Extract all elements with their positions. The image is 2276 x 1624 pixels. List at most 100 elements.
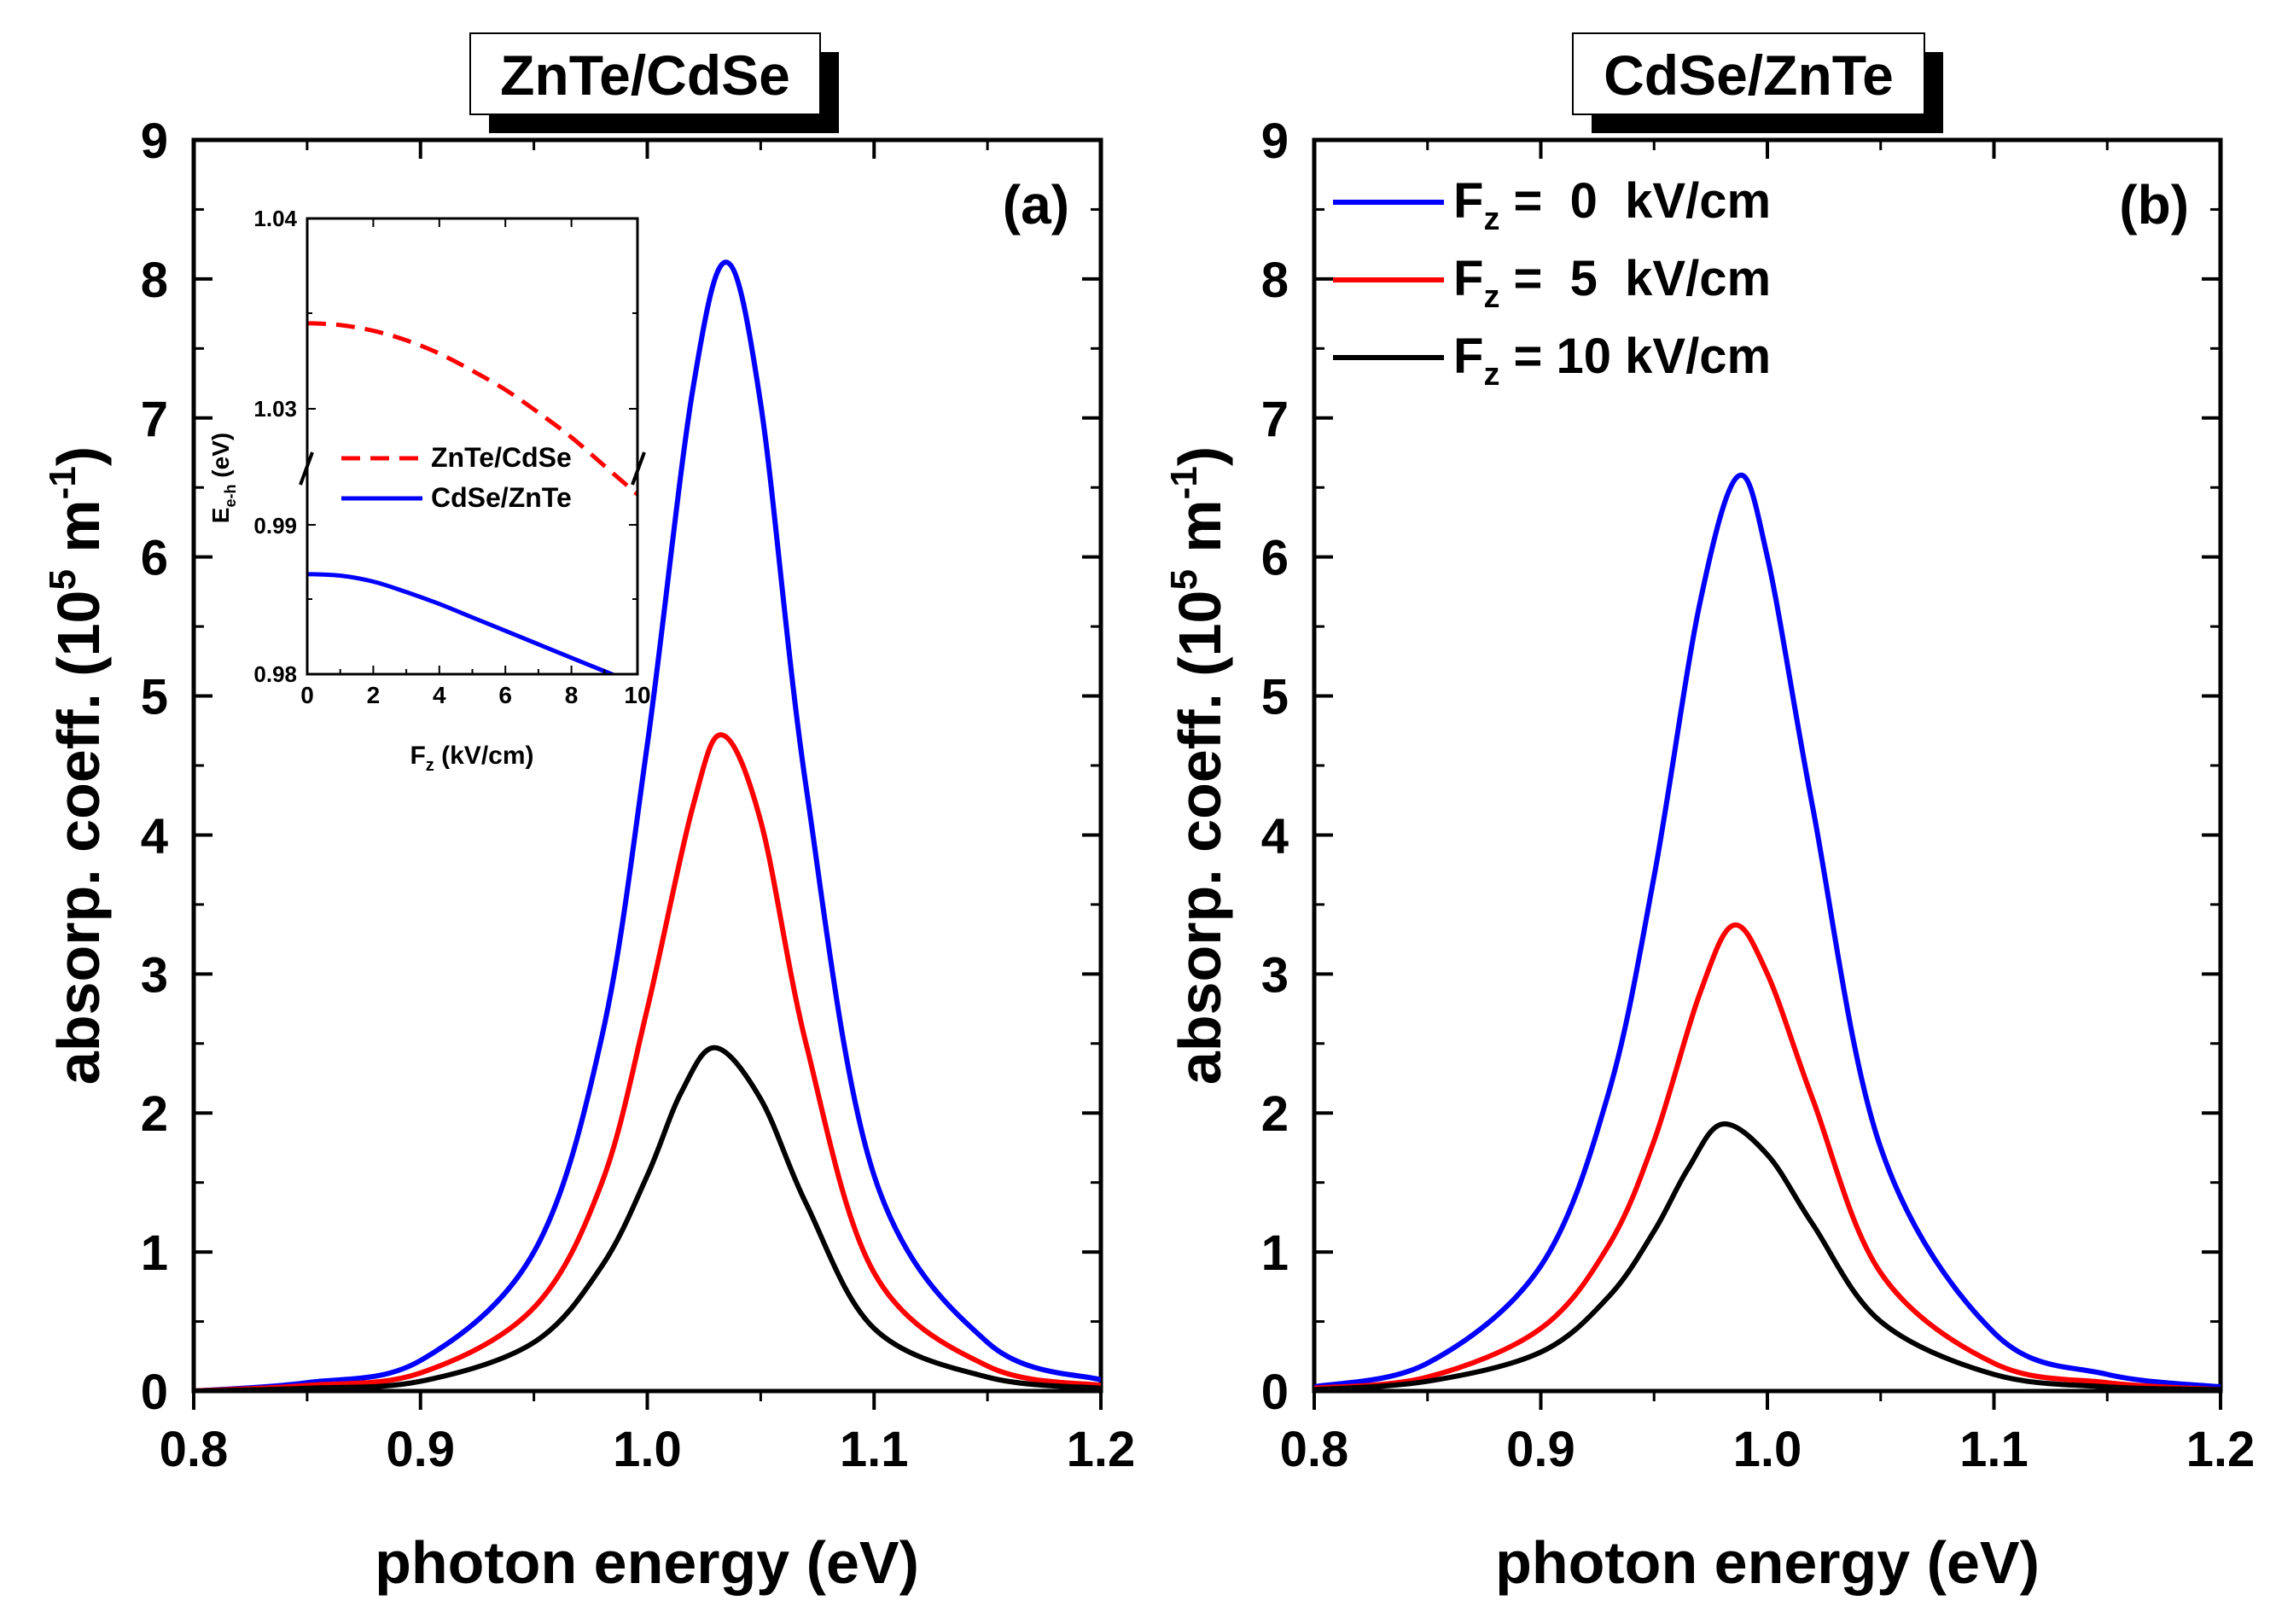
y-tick-label: 8	[1261, 253, 1289, 308]
inset-legend-label-znte-cdse: ZnTe/CdSe	[431, 442, 572, 473]
panel-b: CdSe/ZnTe 0 1 2 3 4 5 6 7 8 9 0.8 0.9 1.0 1.1 1.2 (b)…	[1163, 32, 2256, 1596]
y-tick-label: 4	[141, 808, 168, 864]
x-axis-label-a: photon energy (eV)	[375, 1529, 919, 1596]
y-tick-label: 2	[1261, 1086, 1289, 1142]
y-label-mid-a: m	[45, 499, 112, 569]
series-line-a-0	[194, 259, 1101, 1391]
legend-text-10kv: = 10 kV/cm	[1499, 329, 1771, 384]
inset-ytick-lower-top: 0.99	[253, 513, 297, 538]
y-label-main-b: absorp. coeff. (10	[1167, 591, 1233, 1086]
y-tick-label: 0	[141, 1365, 168, 1420]
inset-axis-break-right	[631, 451, 646, 486]
y-tick-label: 3	[1261, 947, 1289, 1003]
inset-x-tick-label: 10	[624, 682, 650, 708]
inset-x-axis-label: Fz (kV/cm)	[410, 742, 533, 775]
series-group-a	[194, 259, 1101, 1391]
inset-ytick-lower-bottom: 0.98	[253, 661, 297, 687]
y-label-exp1-a: 5	[42, 569, 84, 590]
ticks-a	[192, 138, 1103, 1410]
inset-series-group	[307, 321, 637, 674]
panel-a: ZnTe/CdSe 0 1 2 3 4 5 6 7 8 9 0.8 0.9 1.0 1.1 1.2 (a)…	[42, 32, 1136, 1596]
y-tick-label: 9	[141, 114, 168, 169]
inset-x-label-end: (kV/cm)	[434, 742, 534, 770]
inset-series-line-0	[307, 321, 637, 497]
x-tick-label: 0.9	[386, 1422, 455, 1477]
plot-frame-b	[1312, 137, 2223, 1394]
y-label-exp2-a: -1	[42, 466, 84, 499]
y-tick-label: 4	[1261, 808, 1289, 864]
x-tick-label: 1.2	[2186, 1422, 2256, 1477]
legend-label-5kv: Fz = 5 kV/cm	[1453, 251, 1771, 315]
y-tick-label: 7	[1261, 392, 1289, 447]
y-tick-label: 9	[1261, 114, 1289, 169]
inset-y-label-main: E	[207, 508, 234, 524]
y-tick-labels-a: 0 1 2 3 4 5 6 7 8 9	[141, 114, 168, 1420]
chart-title-b: CdSe/ZnTe	[1604, 44, 1894, 107]
legend-label-0kv: Fz = 0 kV/cm	[1453, 173, 1771, 237]
legend-sym-10kv: F	[1453, 329, 1483, 384]
y-tick-label: 1	[141, 1225, 168, 1281]
inset-x-tick-label: 2	[367, 682, 381, 708]
x-tick-label: 0.9	[1506, 1422, 1575, 1477]
y-tick-label: 8	[141, 253, 168, 308]
y-tick-label: 6	[141, 531, 168, 586]
legend-sym-0kv: F	[1453, 173, 1483, 229]
series-line-a-1	[194, 732, 1101, 1391]
inset-y-axis-label: Ee-h (eV)	[207, 433, 239, 523]
inset-ytick-upper-bottom: 1.03	[253, 396, 297, 422]
panel-label-b: (b)	[2119, 174, 2189, 236]
inset-ytick-upper-top: 1.04	[253, 206, 297, 231]
y-label-end-a: )	[45, 446, 112, 466]
legend-sub-10kv: z	[1483, 357, 1499, 393]
legend-sym-5kv: F	[1453, 251, 1483, 306]
y-label-exp1-b: 5	[1163, 569, 1205, 590]
inset-ticks	[306, 218, 638, 675]
y-tick-label: 0	[1261, 1365, 1289, 1420]
x-tick-label: 1.0	[613, 1422, 682, 1477]
inset-x-tick-label: 4	[433, 682, 446, 708]
x-tick-label: 1.1	[840, 1422, 909, 1477]
x-tick-label: 0.8	[160, 1422, 229, 1477]
panel-label-a: (a)	[1003, 174, 1069, 236]
x-tick-label: 0.8	[1280, 1422, 1349, 1477]
inset-x-tick-label: 8	[565, 682, 579, 708]
y-tick-label: 1	[1261, 1225, 1289, 1281]
inset-a: 1.04 1.03 0.99 0.98 0 2 4 6 8 10 Fz (kV/cm) E…	[207, 206, 651, 775]
legend-b: Fz = 0 kV/cm Fz = 5 kV/cm Fz = 10 kV/cm	[1333, 173, 1771, 393]
x-tick-labels-b: 0.8 0.9 1.0 1.1 1.2	[1280, 1422, 2256, 1477]
inset-y-label-sub: e-h	[222, 485, 239, 508]
series-line-b-1	[1314, 923, 2221, 1391]
series-line-b-0	[1314, 472, 2221, 1390]
legend-sub-5kv: z	[1483, 279, 1499, 315]
inset-x-label-sub: z	[426, 756, 434, 775]
y-tick-label: 5	[1261, 670, 1289, 725]
y-axis-label-a: absorp. coeff. (105 m-1)	[42, 446, 112, 1085]
legend-label-10kv: Fz = 10 kV/cm	[1453, 329, 1771, 393]
inset-y-label-end: (eV)	[207, 433, 234, 485]
inset-axis-break-left	[299, 451, 314, 486]
series-line-a-2	[194, 1045, 1101, 1391]
y-tick-label: 3	[141, 947, 168, 1003]
y-label-main-a: absorp. coeff. (10	[45, 591, 112, 1086]
x-tick-label: 1.1	[1959, 1422, 2029, 1477]
chart-title-a: ZnTe/CdSe	[500, 44, 790, 107]
legend-sub-0kv: z	[1483, 201, 1499, 237]
y-tick-label: 7	[141, 392, 168, 447]
y-tick-labels-b: 0 1 2 3 4 5 6 7 8 9	[1261, 114, 1289, 1420]
y-tick-label: 5	[141, 670, 168, 725]
y-tick-label: 2	[141, 1086, 168, 1142]
inset-series-line-1	[307, 572, 618, 674]
inset-x-tick-label: 6	[498, 682, 512, 708]
x-tick-label: 1.2	[1067, 1422, 1136, 1477]
legend-text-5kv: = 5 kV/cm	[1499, 251, 1771, 306]
x-axis-label-b: photon energy (eV)	[1495, 1529, 2040, 1596]
inset-legend-label-cdse-znte: CdSe/ZnTe	[431, 482, 572, 513]
y-label-mid-b: m	[1167, 499, 1233, 569]
ticks-b	[1313, 138, 2222, 1410]
inset-x-tick-label: 0	[300, 682, 314, 708]
y-label-end-b: )	[1167, 446, 1233, 466]
inset-x-tick-labels: 0 2 4 6 8 10	[300, 682, 650, 708]
inset-x-label-main: F	[410, 742, 425, 770]
title-box-b	[1572, 32, 1925, 115]
